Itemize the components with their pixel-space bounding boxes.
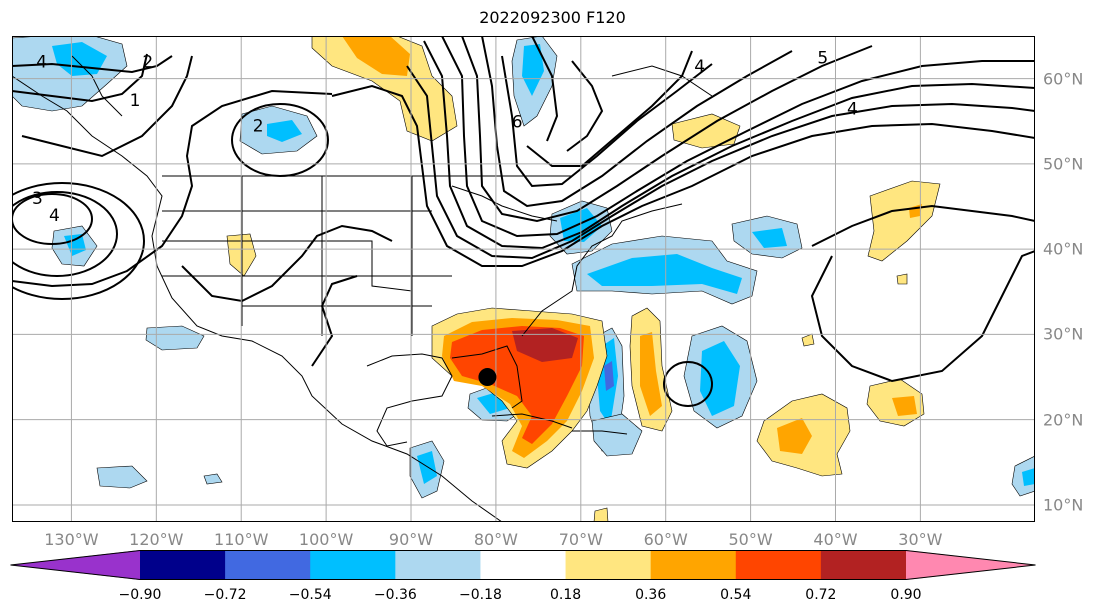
colorbar-tick-label: 0.36 — [635, 587, 667, 603]
latitude-label: 60°N — [1043, 69, 1084, 89]
colorbar-over-extension — [906, 550, 1036, 580]
storm-center-marker — [478, 368, 497, 387]
contour-value-label: 2 — [253, 117, 264, 137]
colorbar-segment — [820, 550, 907, 580]
latitude-label: 50°N — [1043, 154, 1084, 174]
longitude-label: 30°W — [898, 530, 943, 549]
colorbar-tick-label: 0.90 — [890, 587, 922, 603]
positive-anomaly-shading — [226, 36, 941, 522]
colorbar-segment — [650, 550, 737, 580]
contour-value-label: 3 — [32, 189, 43, 209]
colorbar-tick-label: −0.54 — [288, 587, 332, 603]
latitude-label: 40°N — [1043, 239, 1084, 259]
latitude-label: 20°N — [1043, 410, 1084, 430]
contour-value-label: 6 — [512, 112, 523, 132]
colorbar-outline — [10, 550, 1036, 580]
colorbar-segment — [310, 550, 396, 580]
coastlines-and-borders — [12, 55, 713, 522]
longitude-label: 110°W — [214, 530, 269, 549]
colorbar-tick-label: 0.18 — [549, 587, 582, 603]
colorbar-segment — [395, 550, 481, 580]
longitude-label: 130°W — [44, 530, 99, 549]
longitude-label: 50°W — [728, 530, 773, 549]
contour-value-label: 4 — [36, 53, 47, 73]
colorbar-tick-label: 0.54 — [720, 587, 752, 603]
map-frame — [12, 36, 1035, 522]
contour-value-label: 5 — [817, 48, 828, 68]
colorbar-tick-label: −0.18 — [458, 587, 502, 603]
contour-value-label: 4 — [847, 99, 858, 119]
colorbar-segment — [140, 550, 226, 580]
colorbar-tick-label: −0.90 — [118, 587, 162, 603]
longitude-label: 100°W — [298, 530, 354, 549]
contour-value-label: 1 — [130, 91, 141, 111]
longitude-label: 70°W — [558, 530, 603, 549]
longitude-label: 80°W — [473, 530, 518, 549]
longitude-label: 40°W — [813, 530, 858, 549]
colorbar — [10, 550, 1036, 580]
contour-value-label: 4 — [694, 57, 705, 77]
colorbar-segment — [225, 550, 311, 580]
contour-value-label: 2 — [142, 53, 153, 73]
latitude-label: 10°N — [1043, 495, 1084, 515]
colorbar-segment — [735, 550, 822, 580]
map-title: 2022092300 F120 — [479, 8, 626, 27]
colorbar-segment — [565, 550, 652, 580]
colorbar-tick-label: 0.72 — [805, 587, 837, 603]
colorbar-tick-label: −0.36 — [373, 587, 417, 603]
latitude-label: 30°N — [1043, 324, 1084, 344]
contour-value-label: 4 — [49, 206, 60, 226]
colorbar-tick-label: −0.72 — [203, 587, 247, 603]
longitude-label: 60°W — [643, 530, 688, 549]
contour-lines — [12, 36, 1035, 407]
longitude-label: 90°W — [388, 530, 434, 549]
graticule — [12, 36, 1035, 522]
longitude-label: 120°W — [129, 530, 184, 549]
colorbar-under-extension — [10, 550, 140, 580]
colorbar-segment — [480, 550, 567, 580]
